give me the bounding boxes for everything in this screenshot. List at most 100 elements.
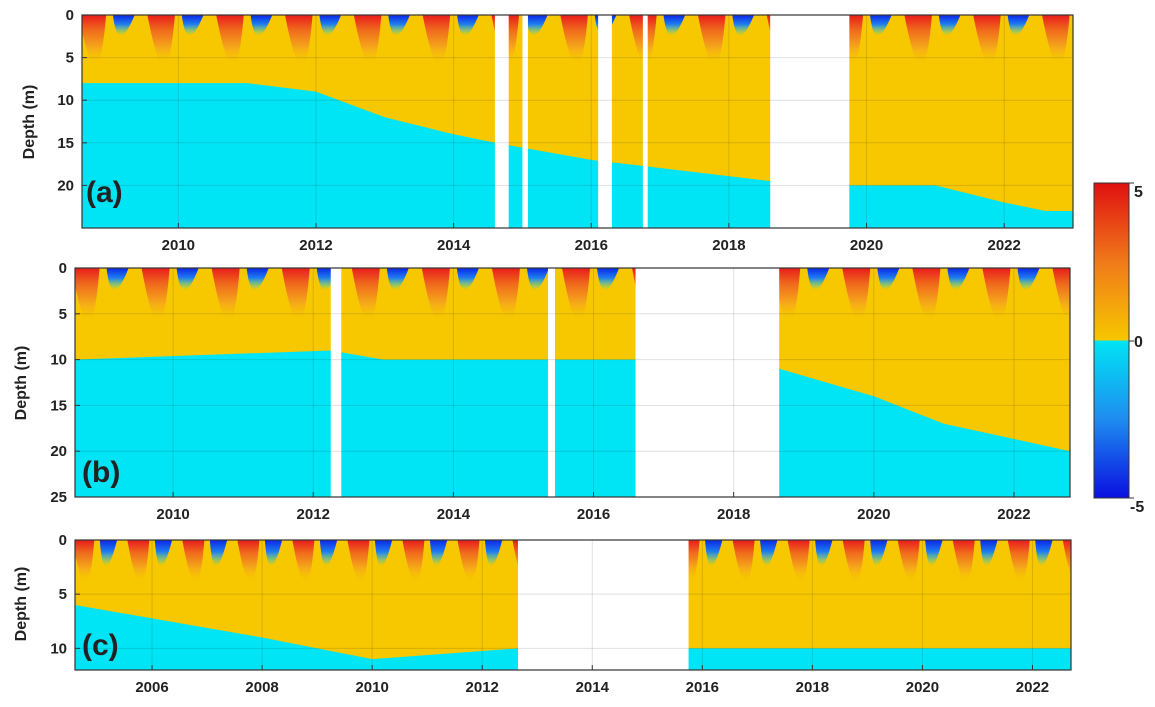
panel-c-y-axis-label: Depth (m) [13, 567, 30, 642]
panel-a-cold-event [112, 15, 135, 36]
colorbar-tick-max: 5 [1134, 184, 1143, 201]
panel-a-y-tick-label: 10 [57, 92, 74, 109]
panel-b-warm-event [281, 268, 310, 322]
panel-c-warm-event [1062, 540, 1071, 575]
panel-a-cold-event [319, 15, 342, 36]
panel-a-warm-event [285, 15, 313, 65]
panel-b-cold-event [807, 268, 830, 290]
panel-a-cold-event [732, 15, 755, 36]
colorbar-tick-zero: 0 [1134, 334, 1143, 351]
panel-c-warm-event [182, 540, 205, 583]
panel-b-label: (b) [82, 456, 120, 489]
panel-b-cold-event [386, 268, 409, 290]
panel-c-cold-event [705, 540, 723, 566]
panel-c-x-tick-label: 2022 [1016, 679, 1049, 696]
panel-c-warm-event [842, 540, 865, 583]
panel-b-data-gap [635, 268, 780, 497]
colorbar: 5 0 -5 [1093, 182, 1144, 516]
panel-a-frame [81, 14, 1074, 229]
panel-a-x-tick-label: 2014 [437, 237, 471, 254]
panel-c-warm-event [75, 540, 95, 583]
panel-b-x-tick-label: 2014 [437, 506, 471, 523]
panel-b-y-axis-label: Depth (m) [13, 346, 30, 421]
panel-b-warm-event [351, 268, 380, 322]
panel-c-cold-event [760, 540, 778, 566]
panel-c-cold-event [925, 540, 943, 566]
panel-c-cold-event [154, 540, 173, 566]
panel-b-cold-event [246, 268, 269, 290]
panel-a-cold-event [869, 15, 892, 36]
panel-b-cold-event [1017, 268, 1040, 290]
panel-a-warm-event [147, 15, 175, 65]
panel-b-y-tick-label: 15 [50, 397, 67, 414]
panel-b-cold-event [36, 268, 58, 290]
panel-a-warm-event [697, 15, 726, 65]
panel-c-x-tick-label: 2006 [135, 679, 168, 696]
panel-a-warm-event [82, 15, 107, 65]
panel-b-warm-event [1052, 268, 1070, 322]
panel-c-warm-event [457, 540, 480, 583]
panel-c-cold-event [209, 540, 228, 566]
panel-b-frame [74, 267, 1071, 498]
panel-a-data-gap [522, 15, 528, 228]
panel-c: 0 5 10 2006 2008 2010 2012 2014 2016 2018 2020 202… [13, 532, 1140, 696]
panel-a-cold-event [388, 15, 410, 36]
panel-a-cold-event [457, 15, 479, 36]
panel-a-cold-event [250, 15, 273, 36]
panel-a-cold-event [44, 15, 66, 35]
panel-c-cold-event [319, 540, 338, 566]
panel-c-warm-event [292, 540, 315, 583]
panel-a-x-tick-label: 2018 [712, 237, 745, 254]
panel-a-cold-event [1007, 15, 1030, 36]
panel-c-cold-event [99, 540, 118, 566]
panel-a-label: (a) [86, 176, 123, 209]
panel-b-warm-event [842, 268, 871, 322]
panel-b-cold-event [947, 268, 970, 290]
panel-c-y-tick-label: 5 [59, 586, 67, 603]
panel-a-x-tick-label: 2010 [162, 237, 195, 254]
panel-b-cold-event [597, 268, 620, 290]
panel-c-x-tick-label: 2016 [686, 679, 719, 696]
panel-c-cold-event [980, 540, 998, 566]
panel-a: 0 5 10 15 20 2010 2012 2014 2016 2018 2020 2022 De… [21, 7, 1098, 254]
panel-a-warm-event [1042, 15, 1070, 65]
colorbar-tick-min: -5 [1130, 499, 1144, 516]
panel-b-x-tick-label: 2010 [156, 506, 189, 523]
panel-b-warm-event [491, 268, 520, 322]
panel-a-x-tick-label: 2012 [299, 237, 332, 254]
panel-a-x-tick-label: 2016 [575, 237, 608, 254]
panel-c-frame [74, 539, 1072, 671]
panel-a-y-tick-label: 20 [57, 177, 74, 194]
panel-b-cold-event [456, 268, 479, 290]
panel-c-x-tick-label: 2018 [796, 679, 829, 696]
panel-b-x-tick-label: 2020 [857, 506, 890, 523]
panel-c-warm-event [1118, 540, 1140, 582]
panel-b-y-tick-label: 5 [59, 306, 67, 323]
panel-c-cold-event [1090, 540, 1107, 566]
panel-c-cold-event [264, 540, 283, 566]
panel-a-warm-event [560, 15, 588, 65]
panel-b-cold-event [877, 268, 900, 290]
panel-a-warm-event [904, 15, 932, 65]
panel-b-x-tick-label: 2012 [297, 506, 330, 523]
panel-a-data-gap [770, 15, 850, 228]
panel-c-warm-event [237, 540, 260, 583]
panel-b-data-gap [330, 268, 342, 497]
panel-a-data-gap [598, 15, 612, 228]
panel-b-warm-event [982, 268, 1011, 322]
panel-b-y-tick-label: 25 [50, 489, 67, 506]
panel-b-y-tick-label: 20 [50, 443, 67, 460]
panel-a-warm-event [973, 15, 1001, 65]
panel-a-cold-event [938, 15, 961, 36]
panel-b-y-tick-label: 0 [59, 260, 67, 277]
panel-b-warm-event [141, 268, 170, 322]
panel-a-x-tick-label: 2020 [850, 237, 883, 254]
panel-c-cold-event [815, 540, 833, 566]
panel-a-warm-event [422, 15, 451, 65]
panel-a-cold-event [1076, 15, 1098, 35]
panel-b-data-gap [547, 268, 555, 497]
panel-b-warm-event [421, 268, 450, 322]
panel-c-warm-event [127, 540, 150, 583]
panel-a-warm-event [216, 15, 244, 65]
